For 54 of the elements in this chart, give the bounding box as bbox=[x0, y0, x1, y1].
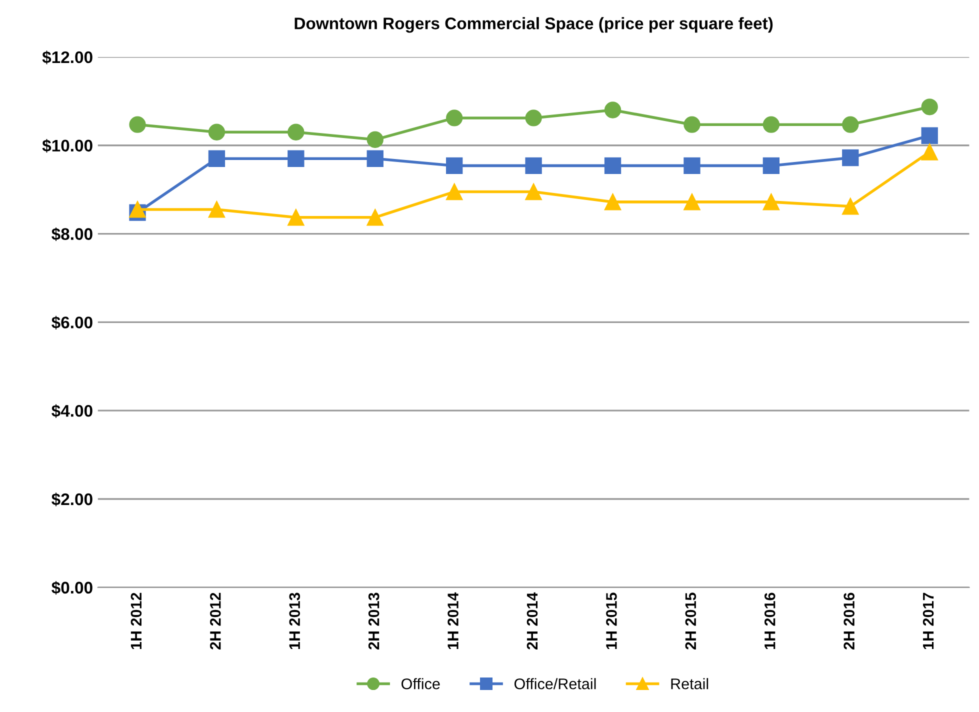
x-tick-label: 1H 2017 bbox=[922, 592, 934, 650]
point bbox=[762, 157, 780, 174]
point bbox=[208, 201, 226, 218]
point bbox=[525, 110, 542, 126]
point bbox=[129, 116, 146, 133]
point bbox=[525, 183, 542, 200]
point bbox=[842, 198, 859, 215]
x-tick-label: 1H 2014 bbox=[448, 592, 458, 650]
y-tick-label: $6.00 bbox=[52, 316, 92, 330]
point bbox=[921, 98, 938, 116]
point bbox=[684, 194, 700, 210]
x-tick-label: 1H 2012 bbox=[130, 592, 142, 650]
point bbox=[366, 150, 384, 167]
point bbox=[288, 209, 304, 226]
point bbox=[762, 116, 780, 133]
x-tick-label: 2H 2016 bbox=[844, 592, 854, 650]
y-tick-label: $12.00 bbox=[42, 50, 92, 64]
point bbox=[208, 124, 226, 140]
legend-label: Office/Retail bbox=[514, 678, 596, 690]
x-tick-label: 2H 2012 bbox=[210, 592, 221, 650]
point bbox=[208, 150, 226, 167]
chart-title: Downtown Rogers Commercial Space (price per square feet) bbox=[294, 17, 773, 33]
point bbox=[604, 102, 622, 118]
point bbox=[525, 157, 542, 174]
point bbox=[921, 127, 938, 144]
point bbox=[288, 124, 304, 140]
y-tick-label: $8.00 bbox=[52, 227, 92, 242]
x-tick-label: 2H 2014 bbox=[526, 592, 538, 650]
x-tick-label: 1H 2016 bbox=[764, 592, 776, 650]
point bbox=[762, 194, 780, 210]
point bbox=[288, 150, 304, 167]
point bbox=[446, 157, 463, 174]
legend-label: Office bbox=[402, 678, 440, 690]
y-tick-label: $4.00 bbox=[52, 404, 92, 418]
y-tick-label: $0.00 bbox=[52, 581, 92, 595]
x-tick-label: 1H 2015 bbox=[606, 592, 617, 650]
x-tick-label: 2H 2015 bbox=[685, 592, 696, 650]
legend-label: Retail bbox=[671, 678, 708, 690]
point bbox=[604, 157, 622, 174]
point bbox=[446, 183, 463, 200]
point bbox=[842, 116, 859, 133]
point bbox=[366, 209, 384, 226]
x-tick-label: 2H 2013 bbox=[368, 592, 380, 650]
x-tick-label: 1H 2013 bbox=[289, 592, 300, 650]
point bbox=[921, 144, 938, 160]
point bbox=[684, 157, 700, 174]
point bbox=[129, 201, 146, 218]
point bbox=[446, 110, 463, 126]
point bbox=[842, 149, 859, 166]
y-tick-label: $10.00 bbox=[42, 139, 92, 153]
point bbox=[366, 131, 384, 148]
point bbox=[684, 116, 700, 133]
y-tick-label: $2.00 bbox=[52, 492, 92, 506]
point bbox=[604, 194, 622, 210]
